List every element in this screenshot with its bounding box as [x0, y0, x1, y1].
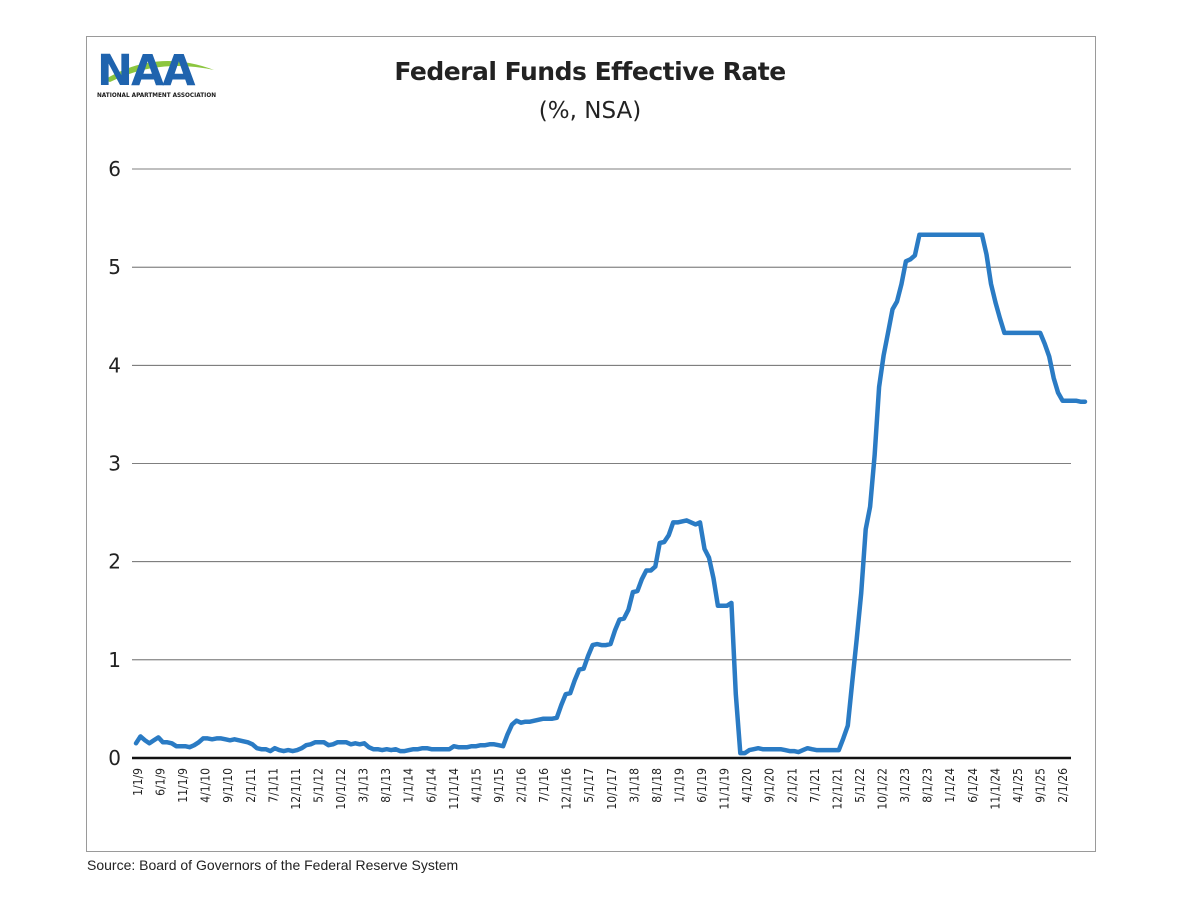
x-tick-label: 7/1/11 — [266, 768, 280, 803]
x-tick-label: 9/1/20 — [763, 768, 777, 803]
x-tick-label: 8/1/13 — [379, 768, 393, 803]
y-tick-label: 3 — [108, 452, 121, 476]
x-tick-label: 4/1/15 — [469, 768, 483, 803]
x-tick-label: 10/1/22 — [876, 768, 890, 810]
logo-swoosh — [104, 61, 214, 82]
x-tick-label: 11/1/14 — [447, 768, 461, 810]
x-tick-label: 2/1/26 — [1056, 768, 1070, 803]
y-tick-label: 2 — [108, 550, 121, 574]
x-tick-label: 3/1/18 — [627, 768, 641, 803]
chart-frame — [86, 36, 1096, 852]
x-tick-label: 6/1/14 — [424, 768, 438, 803]
logo-tagline: NATIONAL APARTMENT ASSOCIATION — [97, 91, 216, 99]
x-tick-label: 1/1/9 — [131, 768, 145, 796]
x-tick-label: 11/1/24 — [988, 768, 1002, 810]
y-tick-labels: 0 1 2 3 4 5 6 — [108, 157, 121, 770]
x-tick-label: 5/1/12 — [312, 768, 326, 803]
series-line — [133, 232, 1088, 756]
x-tick-label: 12/1/11 — [289, 768, 303, 810]
chart-title: Federal Funds Effective Rate — [394, 57, 786, 86]
x-tick-label: 12/1/16 — [560, 768, 574, 810]
source-note: Source: Board of Governors of the Federa… — [87, 857, 459, 873]
x-tick-label: 12/1/21 — [830, 768, 844, 810]
y-tick-label: 0 — [108, 746, 121, 770]
x-tick-label: 9/1/25 — [1033, 768, 1047, 803]
x-tick-label: 1/1/19 — [673, 768, 687, 803]
x-tick-label: 4/1/20 — [740, 768, 754, 803]
x-tick-label: 2/1/11 — [244, 768, 258, 803]
x-tick-label: 7/1/21 — [808, 768, 822, 803]
x-tick-label: 7/1/16 — [537, 768, 551, 803]
x-tick-label: 9/1/10 — [221, 768, 235, 803]
x-tick-label: 1/1/14 — [402, 768, 416, 803]
x-tick-label: 11/1/9 — [176, 768, 190, 803]
x-tick-label: 4/1/25 — [1011, 768, 1025, 803]
gridlines — [132, 168, 1071, 661]
x-tick-label: 6/1/9 — [154, 768, 168, 796]
x-tick-label: 6/1/24 — [966, 768, 980, 803]
x-tick-label: 10/1/12 — [334, 768, 348, 810]
x-tick-labels: 1/1/9 6/1/9 11/1/9 4/1/10 9/1/10 2/1/11 7/1/11… — [131, 768, 1070, 810]
x-tick-label: 8/1/18 — [650, 768, 664, 803]
x-tick-label: 3/1/13 — [357, 768, 371, 803]
x-tick-label: 2/1/21 — [785, 768, 799, 803]
x-tick-label: 3/1/23 — [898, 768, 912, 803]
y-tick-label: 4 — [108, 353, 121, 377]
logo-letters: NAA — [97, 46, 196, 96]
x-tick-label: 9/1/15 — [492, 768, 506, 803]
x-tick-label: 2/1/16 — [515, 768, 529, 803]
x-tick-label: 8/1/23 — [921, 768, 935, 803]
y-tick-label: 1 — [108, 648, 121, 672]
naa-logo: NAA NATIONAL APARTMENT ASSOCIATION — [96, 44, 220, 100]
x-tick-label: 5/1/22 — [853, 768, 867, 803]
x-tick-label: 4/1/10 — [199, 768, 213, 803]
x-tick-label: 6/1/19 — [695, 768, 709, 803]
x-tick-label: 1/1/24 — [943, 768, 957, 803]
y-tick-label: 6 — [108, 157, 121, 181]
chart-subtitle: (%, NSA) — [538, 98, 642, 124]
y-tick-label: 5 — [108, 255, 121, 279]
x-tick-label: 11/1/19 — [718, 768, 732, 810]
x-tick-label: 5/1/17 — [582, 768, 596, 803]
x-tick-label: 10/1/17 — [605, 768, 619, 810]
